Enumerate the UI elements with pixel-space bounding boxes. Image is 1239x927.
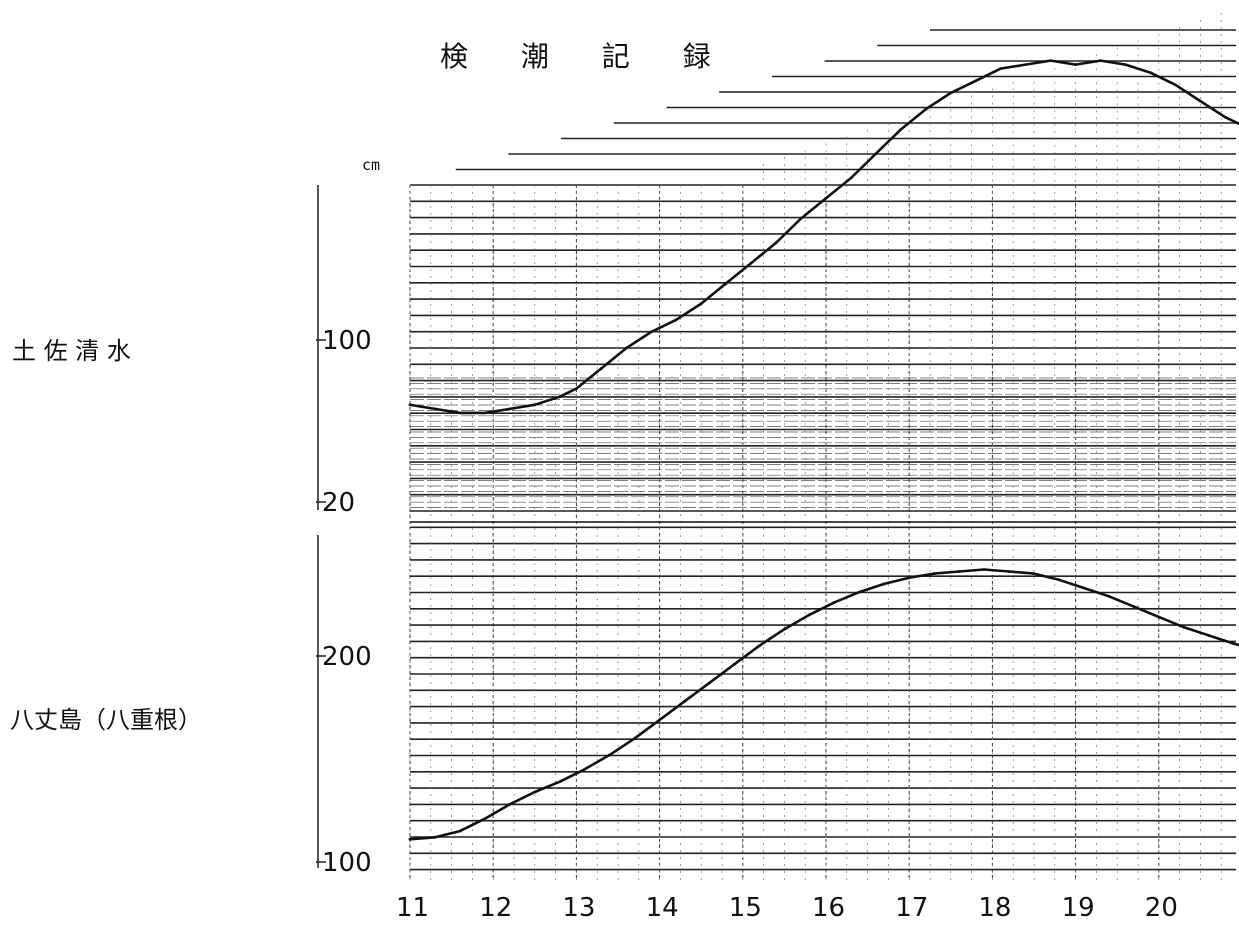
data-point	[1099, 59, 1102, 62]
data-point	[808, 613, 811, 617]
chart-title: 検 潮 記 録	[440, 40, 733, 73]
chart-series	[408, 59, 1239, 841]
data-point	[1107, 594, 1111, 598]
data-point	[774, 241, 778, 245]
series-line-tosashimizu	[409, 59, 1239, 415]
data-point	[575, 387, 578, 390]
data-point	[957, 570, 961, 573]
data-point	[658, 718, 661, 722]
series-line-hachijojima	[409, 568, 1239, 841]
x-tick-label: 14	[646, 893, 679, 923]
x-tick-label: 16	[812, 893, 845, 923]
data-point	[857, 590, 861, 594]
data-point	[1024, 63, 1028, 66]
data-point	[433, 407, 437, 411]
chart-grid	[409, 13, 1236, 880]
data-point	[508, 802, 512, 806]
data-point	[533, 403, 537, 407]
data-point	[1199, 99, 1202, 103]
data-point	[1157, 615, 1161, 619]
data-point	[458, 411, 462, 415]
data-point	[408, 837, 412, 841]
data-point	[1232, 642, 1236, 645]
data-point	[633, 737, 636, 740]
data-point	[1132, 605, 1136, 608]
data-point	[483, 817, 487, 821]
data-point	[982, 568, 986, 571]
data-point	[1082, 586, 1086, 590]
data-point	[1149, 71, 1152, 75]
data-point	[699, 302, 703, 305]
data-point	[683, 699, 686, 703]
data-point	[600, 367, 603, 370]
x-tick-label: 12	[479, 893, 512, 923]
data-point	[974, 79, 978, 83]
data-point	[882, 582, 886, 586]
data-point	[508, 407, 512, 411]
data-point	[1074, 63, 1077, 66]
data-point	[899, 127, 903, 131]
data-point	[749, 261, 753, 265]
chart-labels: 検 潮 記 録 cm 土 佐 清 水 八丈島（八重根）	[10, 40, 733, 734]
y-tick-label: 100	[322, 848, 372, 878]
data-point	[758, 644, 761, 648]
x-tick-label: 18	[978, 893, 1011, 923]
data-point	[674, 318, 678, 322]
y-tick-label: 100	[322, 326, 372, 356]
y-tick-label: 200	[322, 642, 372, 672]
chart-axes: 100 20 200 100 11 12 13 14 15 16 17 18 19 20	[316, 185, 1178, 923]
x-tick-label: 19	[1062, 893, 1095, 923]
data-point	[999, 67, 1003, 70]
station-name-tosashimizu: 土 佐 清 水	[12, 337, 131, 365]
data-point	[824, 196, 828, 200]
station-name-hachijojima: 八丈島（八重根）	[10, 706, 202, 734]
data-point	[583, 767, 587, 771]
data-point	[1007, 570, 1011, 573]
data-point	[433, 835, 437, 839]
data-point	[1224, 115, 1227, 119]
x-tick-label: 11	[396, 893, 429, 923]
data-point	[1182, 625, 1186, 629]
x-tick-label: 13	[562, 893, 595, 923]
data-point	[1032, 572, 1036, 575]
data-point	[1174, 83, 1177, 87]
data-point	[783, 627, 786, 631]
data-point	[1049, 59, 1052, 62]
data-point	[874, 152, 878, 156]
data-point	[608, 753, 612, 757]
y-tick-label: 20	[322, 488, 355, 518]
x-tick-label: 15	[729, 893, 762, 923]
data-point	[733, 662, 736, 666]
x-tick-label: 17	[895, 893, 928, 923]
data-point	[924, 107, 928, 111]
data-point	[458, 829, 462, 833]
data-point	[949, 91, 953, 95]
data-point	[932, 572, 936, 575]
data-point	[1124, 63, 1127, 66]
data-point	[832, 601, 836, 604]
data-point	[558, 395, 562, 399]
data-point	[1207, 634, 1211, 637]
data-point	[1057, 578, 1061, 582]
data-point	[799, 217, 803, 220]
data-point	[408, 403, 412, 407]
data-point	[624, 346, 628, 350]
x-tick-label: 20	[1145, 893, 1178, 923]
data-point	[533, 790, 537, 794]
data-point	[649, 330, 653, 334]
data-point	[907, 576, 911, 580]
data-point	[724, 281, 728, 285]
data-point	[708, 681, 711, 685]
data-point	[483, 411, 487, 415]
data-point	[558, 780, 562, 784]
data-point	[849, 176, 853, 180]
y-unit-label: cm	[362, 156, 380, 174]
